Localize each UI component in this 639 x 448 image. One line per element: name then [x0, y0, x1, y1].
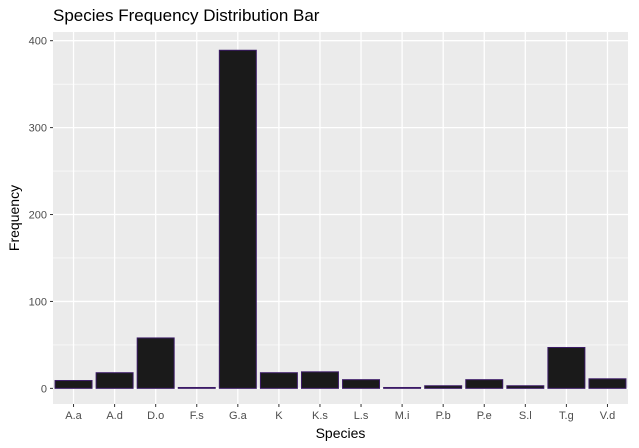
grid-major [53, 32, 628, 404]
bar-D.o [136, 337, 175, 389]
y-tick-label: 300 [29, 123, 47, 135]
x-tick-label: D.o [147, 410, 164, 422]
x-axis-title: Species [316, 425, 366, 441]
x-tick-label: G.a [229, 410, 248, 422]
bar-F.s [177, 386, 216, 389]
y-tick-label: 400 [29, 36, 47, 48]
y-tick-label: 200 [29, 210, 47, 222]
x-tick-label: P.e [477, 410, 492, 422]
x-tick-label: A.a [65, 410, 82, 422]
x-tick-label: K.s [312, 410, 328, 422]
bar-V.d [588, 378, 627, 389]
bar-L.s [342, 379, 381, 389]
bar-K.s [300, 371, 339, 389]
bar-G.a [218, 49, 257, 389]
chart-title: Species Frequency Distribution Bar [53, 6, 320, 25]
y-tick-label: 100 [29, 296, 47, 308]
bar-A.d [95, 372, 134, 389]
bar-S.l [506, 385, 545, 389]
x-tick-label: F.s [190, 410, 205, 422]
bar-P.e [465, 379, 504, 389]
x-tick-label: P.b [436, 410, 451, 422]
bar-A.a [54, 380, 93, 389]
y-axis-title: Frequency [6, 185, 22, 251]
x-tick-label: K [275, 410, 283, 422]
x-tick-label: S.l [519, 410, 532, 422]
x-axis: A.a A.d D.o F.s G.a K K.s L.s M.i P.b P.e S.l T.g V.d [65, 404, 615, 422]
y-tick-label: 0 [41, 383, 47, 395]
bar-M.i [383, 386, 422, 389]
x-tick-label: A.d [106, 410, 123, 422]
bar-T.g [547, 347, 586, 389]
bar-P.b [424, 385, 463, 389]
bar-K [259, 372, 298, 389]
x-tick-label: L.s [354, 410, 369, 422]
x-tick-label: V.d [600, 410, 616, 422]
y-axis: 0 100 200 300 400 [29, 36, 53, 395]
x-tick-label: M.i [395, 410, 410, 422]
x-tick-label: T.g [559, 410, 574, 422]
bars [54, 49, 627, 389]
